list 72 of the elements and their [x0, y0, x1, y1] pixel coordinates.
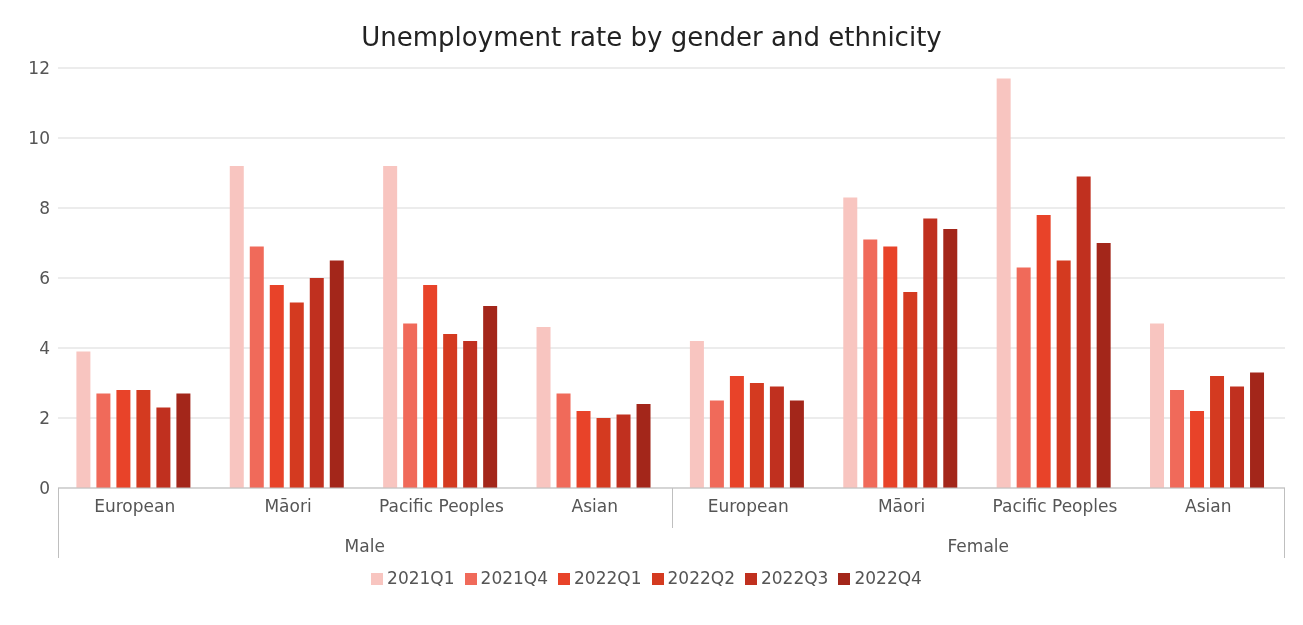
bar: [749, 383, 764, 488]
y-tick-label: 0: [39, 478, 50, 499]
bar: [76, 351, 91, 488]
bar: [789, 400, 804, 488]
bar: [1076, 176, 1091, 488]
bar: [176, 393, 191, 488]
bar: [96, 393, 111, 488]
bar: [136, 390, 151, 488]
y-tick-label: 10: [28, 128, 50, 149]
legend-label: 2022Q2: [667, 568, 735, 588]
x-tick-label: Pacific Peoples: [379, 496, 504, 517]
bar: [269, 285, 284, 488]
bar: [1036, 215, 1051, 488]
bar: [1170, 390, 1185, 488]
bar: [156, 407, 171, 488]
bar: [883, 246, 898, 488]
y-tick-label: 8: [39, 198, 50, 219]
legend-label: 2022Q1: [574, 568, 642, 588]
x-tick-label: European: [707, 496, 789, 517]
bar: [689, 341, 704, 488]
bar: [576, 411, 591, 488]
bar: [536, 327, 551, 488]
bar: [923, 218, 938, 488]
chart-title: Unemployment rate by gender and ethnicity: [360, 22, 943, 52]
bar: [289, 302, 304, 488]
bar: [863, 239, 878, 488]
legend-label: 2022Q3: [760, 568, 829, 588]
bar: [996, 78, 1011, 488]
bar: [403, 323, 418, 488]
text: Male: [343, 536, 386, 556]
bar: [1150, 323, 1165, 488]
legend-label: 2021Q1: [387, 568, 455, 588]
x-tick-label: Māori: [877, 496, 926, 517]
x-tick-label: European: [94, 496, 176, 517]
bar: [309, 278, 324, 488]
bar: [483, 306, 498, 488]
bar: [556, 393, 571, 488]
bar: [596, 418, 611, 488]
bar: [249, 246, 264, 488]
y-tick-label: 12: [28, 58, 50, 79]
bar: [709, 400, 724, 488]
bar: [443, 334, 458, 488]
bar: [229, 166, 244, 488]
bar: [383, 166, 398, 488]
bar: [843, 197, 858, 488]
y-tick-label: 4: [39, 338, 50, 359]
text: Female: [946, 536, 1010, 556]
x-tick-label: Māori: [264, 496, 312, 517]
bar: [329, 260, 344, 488]
bar: [903, 292, 918, 488]
bar: [729, 376, 744, 488]
x-tick-label: Asian: [1185, 496, 1232, 517]
y-tick-label: 6: [39, 268, 50, 289]
legend-label: 2021Q4: [480, 568, 549, 588]
bar: [1250, 372, 1265, 488]
bar: [1230, 386, 1245, 488]
bar: [1096, 243, 1111, 488]
bar: [616, 414, 631, 488]
x-tick-label: Pacific Peoples: [992, 496, 1118, 517]
bar: [116, 390, 131, 488]
bar: [636, 404, 651, 488]
bar: [1190, 411, 1205, 488]
bar: [1016, 267, 1031, 488]
bar: [943, 229, 958, 488]
x-tick-label: Asian: [571, 496, 619, 517]
bar: [1056, 260, 1071, 488]
bar: [1210, 376, 1225, 488]
bar: [463, 341, 478, 488]
legend-label: 2022Q4: [854, 568, 922, 588]
bar: [769, 386, 784, 488]
bar: [423, 285, 438, 488]
y-tick-label: 2: [39, 408, 50, 429]
